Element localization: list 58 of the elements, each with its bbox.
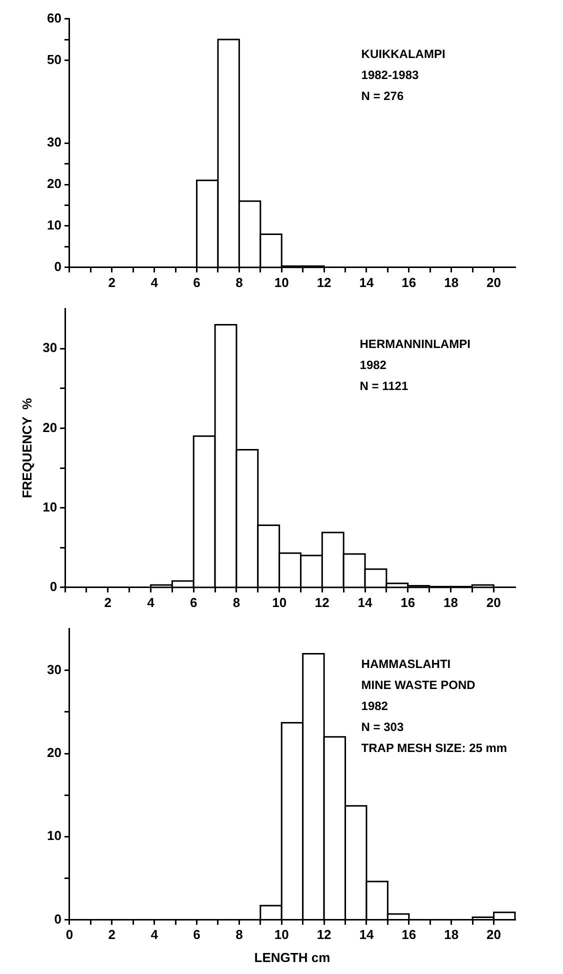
x-tick-label: 2 (108, 927, 116, 942)
x-tick-label: 14 (359, 274, 374, 290)
x-tick-label: 2 (108, 274, 116, 290)
x-tick-label: 6 (190, 594, 198, 610)
x-tick-label: 16 (402, 927, 416, 942)
annotation: TRAP MESH SIZE: 25 mm (361, 741, 508, 756)
y-tick-label: 20 (46, 745, 62, 760)
y-tick-label: 0 (54, 258, 62, 274)
x-axis-title: LENGTH cm (254, 950, 330, 965)
x-tick-label: 8 (236, 274, 243, 290)
annotation: KUIKKALAMPI (361, 47, 446, 62)
x-tick-label: 10 (274, 274, 289, 290)
annotation: HERMANNINLAMPI (360, 337, 470, 352)
y-tick-label: 10 (46, 828, 62, 844)
x-tick-label: 20 (486, 274, 502, 290)
x-tick-label: 18 (444, 927, 459, 942)
x-tick-label: 12 (316, 274, 332, 290)
x-tick-label: 20 (486, 927, 502, 942)
y-tick-label: 30 (46, 662, 62, 677)
annotation: MINE WASTE POND (361, 678, 476, 692)
y-tick-label: 10 (46, 218, 62, 233)
y-tick-label: 30 (46, 134, 62, 150)
annotation: N = 1121 (360, 379, 408, 394)
y-tick-label: 60 (46, 10, 62, 26)
x-tick-label: 16 (402, 274, 416, 290)
y-tick-label: 30 (42, 340, 58, 356)
x-tick-label: 10 (274, 927, 289, 942)
y-tick-label: 20 (42, 420, 58, 435)
y-tick-label: 0 (50, 578, 58, 594)
annotation: N = 276 (361, 89, 404, 104)
x-tick-label: 0 (66, 927, 74, 942)
x-tick-label: 2 (104, 594, 112, 610)
annotation: 1982 (360, 358, 387, 372)
y-axis-title: FREQUENCY % (19, 398, 34, 498)
x-tick-label: 4 (150, 927, 159, 942)
x-tick-label: 6 (193, 927, 200, 942)
x-tick-label: 4 (147, 594, 156, 610)
x-tick-label: 12 (316, 927, 332, 942)
y-tick-label: 0 (54, 911, 62, 926)
annotation: HAMMASLAHTI (361, 657, 451, 672)
annotation: 1982-1983 (361, 68, 419, 82)
x-tick-label: 12 (314, 594, 330, 610)
annotation: N = 303 (361, 720, 404, 734)
x-tick-label: 8 (232, 594, 240, 610)
x-tick-label: 6 (193, 274, 200, 290)
x-tick-label: 4 (150, 274, 159, 290)
x-tick-label: 8 (236, 927, 243, 942)
x-tick-label: 18 (443, 594, 458, 610)
x-tick-label: 20 (486, 594, 501, 610)
x-tick-label: 14 (358, 594, 374, 610)
annotation: 1982 (361, 699, 388, 714)
y-tick-label: 20 (46, 176, 62, 192)
x-tick-label: 10 (272, 594, 287, 610)
x-tick-label: 16 (400, 594, 416, 610)
x-tick-label: 18 (444, 274, 459, 290)
y-tick-label: 10 (42, 499, 58, 514)
x-tick-label: 14 (359, 927, 374, 942)
y-tick-label: 50 (46, 52, 62, 67)
